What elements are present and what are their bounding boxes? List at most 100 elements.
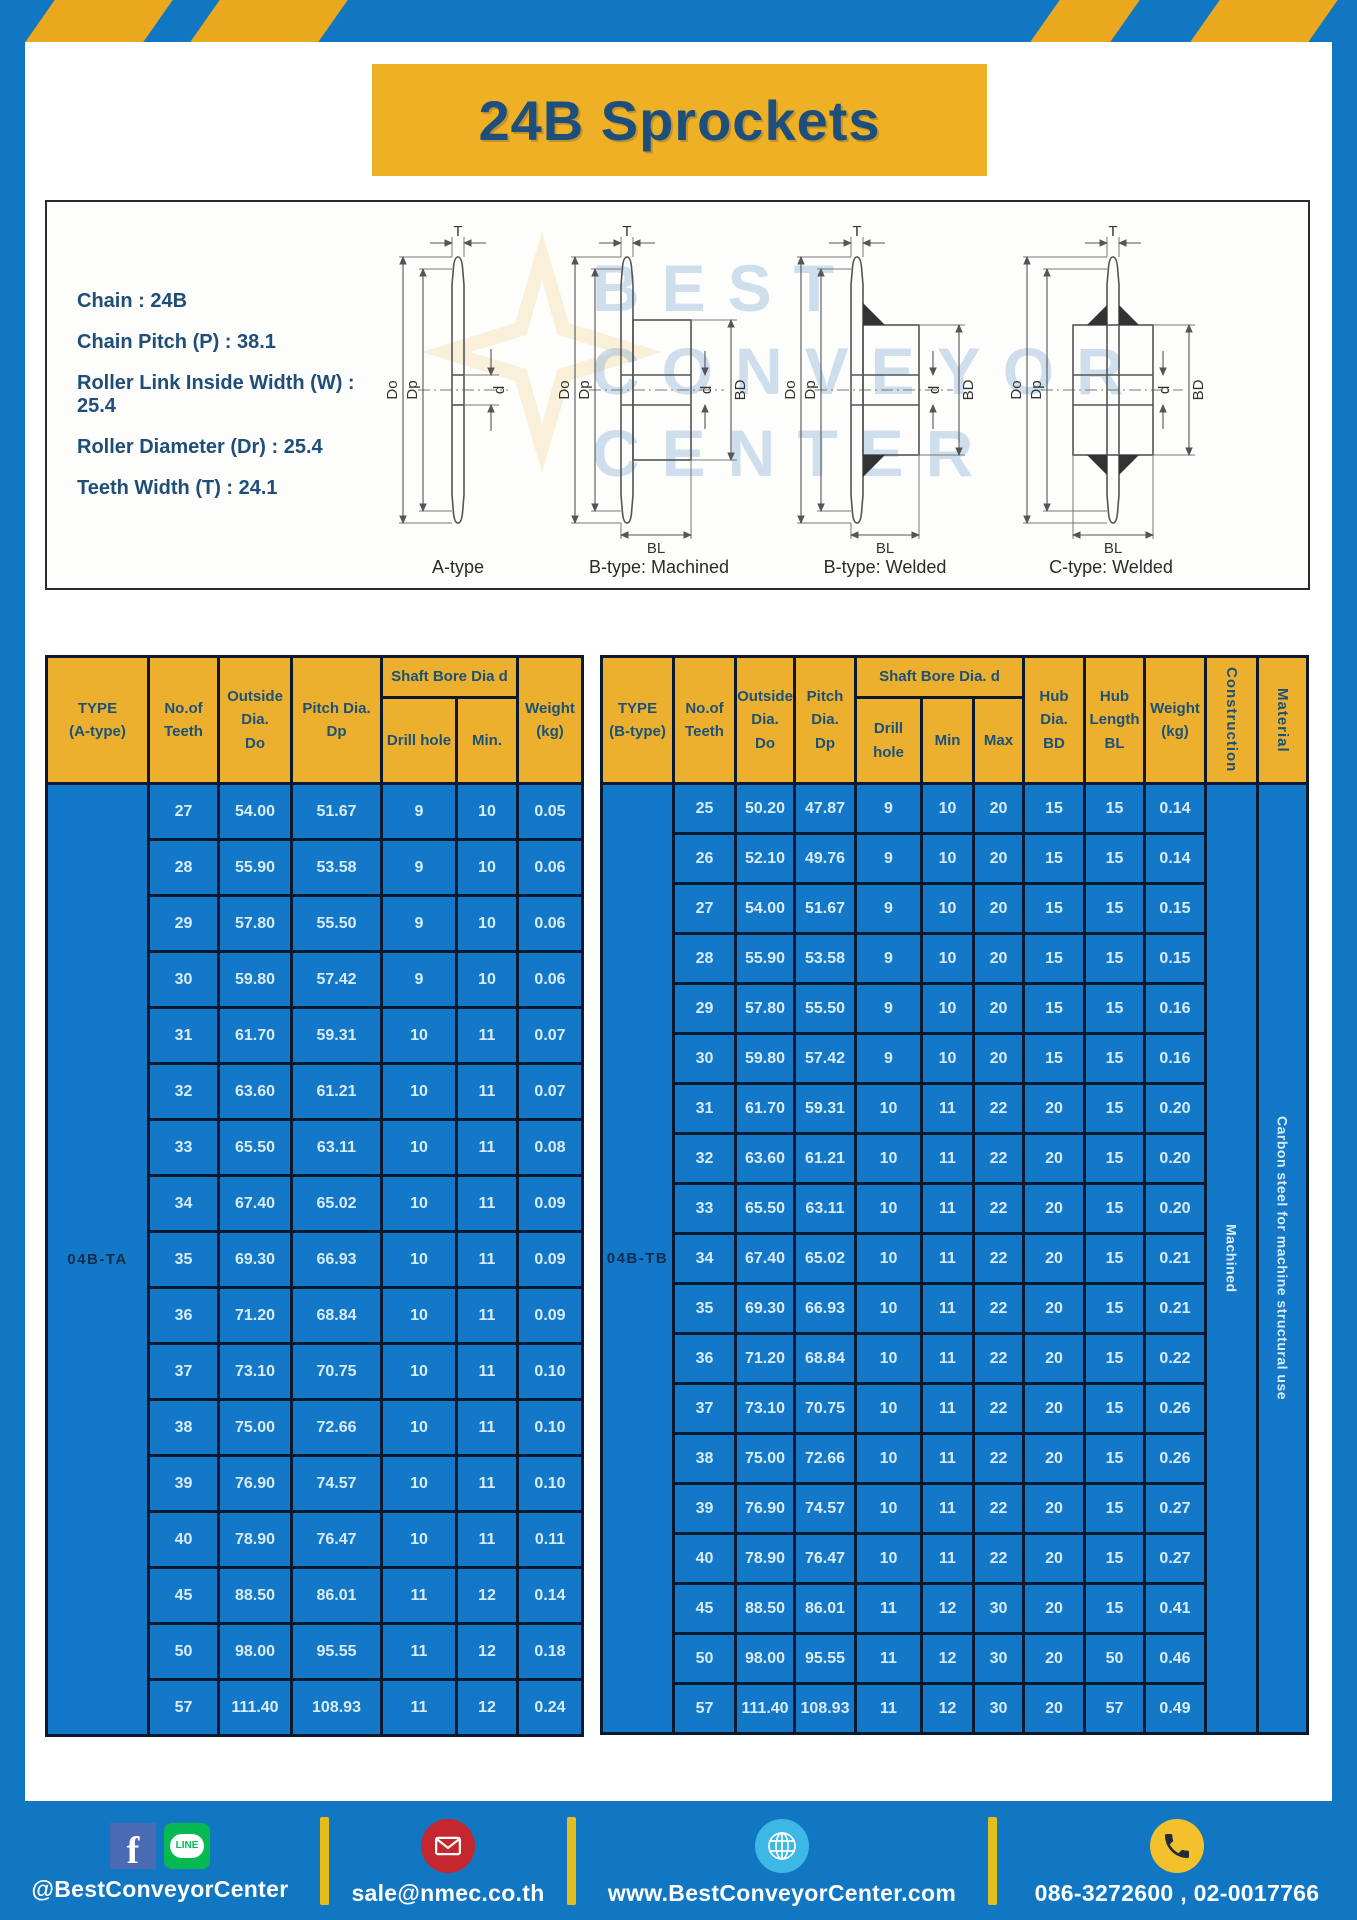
cell-drill-hole: 10 (383, 1457, 455, 1510)
construction-value: Machined (1207, 785, 1256, 1732)
cell-teeth: 27 (150, 785, 217, 838)
cell-hub-length: 15 (1086, 985, 1143, 1032)
cell-drill-hole: 9 (857, 885, 920, 932)
cell-weight: 0.16 (1146, 1035, 1204, 1082)
cell-pitch-dia: 76.47 (796, 1535, 854, 1582)
dim-label-d: d (1156, 386, 1173, 394)
cell-min: 11 (923, 1435, 972, 1482)
cell-outside-dia: 88.50 (737, 1585, 793, 1632)
cell-outside-dia: 57.80 (220, 897, 290, 950)
cell-teeth: 35 (675, 1285, 734, 1332)
cell-teeth: 27 (675, 885, 734, 932)
cell-max: 20 (975, 885, 1022, 932)
footer-website-section: www.BestConveyorCenter.com (576, 1801, 988, 1920)
cell-hub-dia: 20 (1025, 1135, 1083, 1182)
website-url: www.BestConveyorCenter.com (607, 1879, 957, 1906)
table-row: 31 61.70 59.31 10 11 22 20 15 0.20 (675, 1085, 1204, 1132)
table-row: 57 111.40 108.93 11 12 0.24 (150, 1681, 581, 1734)
cell-outside-dia: 73.10 (220, 1345, 290, 1398)
dim-label-bl: BL (876, 540, 894, 555)
c-type-welded-drawing: T Do Dp d BD BL (1011, 225, 1207, 555)
cell-pitch-dia: 65.02 (796, 1235, 854, 1282)
cell-pitch-dia: 55.50 (293, 897, 380, 950)
table-row: 34 67.40 65.02 10 11 22 20 15 0.21 (675, 1235, 1204, 1282)
cell-min: 11 (923, 1485, 972, 1532)
b-type-machined-drawing: T Do Dp d BD BL (559, 225, 749, 555)
cell-max: 22 (975, 1135, 1022, 1182)
header-cell-weight: Weight (kg) (519, 658, 581, 782)
cell-min: 10 (458, 897, 516, 950)
cell-teeth: 32 (675, 1135, 734, 1182)
cell-drill-hole: 11 (857, 1585, 920, 1632)
cell-pitch-dia: 70.75 (293, 1345, 380, 1398)
header-cell-pitch-dia: Pitch Dia. Dp (796, 658, 854, 782)
table-row: 35 69.30 66.93 10 11 22 20 15 0.21 (675, 1285, 1204, 1332)
cell-outside-dia: 111.40 (220, 1681, 290, 1734)
cell-drill-hole: 10 (383, 1009, 455, 1062)
cell-max: 22 (975, 1435, 1022, 1482)
cell-outside-dia: 69.30 (220, 1233, 290, 1286)
dim-label-d: d (926, 386, 943, 394)
cell-pitch-dia: 95.55 (293, 1625, 380, 1678)
table-row: 39 76.90 74.57 10 11 0.10 (150, 1457, 581, 1510)
cell-min: 10 (923, 1035, 972, 1082)
cell-teeth: 36 (675, 1335, 734, 1382)
cell-min: 11 (923, 1535, 972, 1582)
cell-weight: 0.16 (1146, 985, 1204, 1032)
cell-drill-hole: 10 (857, 1435, 920, 1482)
dim-label-bd: BD (732, 379, 749, 400)
dim-label-d: d (491, 386, 508, 394)
table-row: 34 67.40 65.02 10 11 0.09 (150, 1177, 581, 1230)
cell-max: 22 (975, 1335, 1022, 1382)
cell-teeth: 40 (150, 1513, 217, 1566)
table-b-body: 04B-TB 25 50.20 47.87 9 10 20 15 15 0.14… (603, 785, 1306, 1732)
dim-label-t: T (622, 225, 631, 240)
cell-teeth: 33 (150, 1121, 217, 1174)
dim-label-t: T (453, 225, 462, 240)
cell-weight: 0.20 (1146, 1185, 1204, 1232)
diagram-c-type-welded: T Do Dp d BD BL C-type: Welded (1011, 225, 1211, 578)
cell-hub-length: 50 (1086, 1635, 1143, 1682)
cell-weight: 0.26 (1146, 1385, 1204, 1432)
cell-max: 22 (975, 1385, 1022, 1432)
header-cell-drill-hole: Drill hole (383, 699, 455, 782)
cell-hub-length: 15 (1086, 1285, 1143, 1332)
cell-weight: 0.10 (519, 1345, 581, 1398)
cell-drill-hole: 11 (383, 1625, 455, 1678)
table-row: 38 75.00 72.66 10 11 0.10 (150, 1401, 581, 1454)
cell-weight: 0.21 (1146, 1235, 1204, 1282)
table-row: 32 63.60 61.21 10 11 0.07 (150, 1065, 581, 1118)
cell-min: 11 (458, 1513, 516, 1566)
cell-min: 10 (923, 885, 972, 932)
cell-weight: 0.21 (1146, 1285, 1204, 1332)
cell-min: 10 (458, 841, 516, 894)
cell-drill-hole: 10 (857, 1385, 920, 1432)
cell-outside-dia: 57.80 (737, 985, 793, 1032)
cell-drill-hole: 9 (383, 785, 455, 838)
cell-pitch-dia: 47.87 (796, 785, 854, 832)
cell-pitch-dia: 53.58 (293, 841, 380, 894)
cell-pitch-dia: 74.57 (293, 1457, 380, 1510)
diagram-panel: BEST CONVEYOR CENTER Chain : 24B Chain P… (45, 200, 1310, 590)
table-row: 57 111.40 108.93 11 12 30 20 57 0.49 (675, 1685, 1204, 1732)
cell-outside-dia: 98.00 (737, 1635, 793, 1682)
cell-teeth: 30 (150, 953, 217, 1006)
dim-label-do: Do (384, 380, 401, 399)
header-cell-material: Material (1259, 658, 1306, 782)
cell-min: 10 (923, 935, 972, 982)
cell-hub-dia: 15 (1025, 985, 1083, 1032)
cell-min: 11 (923, 1385, 972, 1432)
table-row: 36 71.20 68.84 10 11 0.09 (150, 1289, 581, 1342)
cell-drill-hole: 9 (383, 841, 455, 894)
cell-hub-length: 15 (1086, 885, 1143, 932)
header-cell-max: Max (975, 699, 1022, 782)
header-cell-outside-dia: Outside Dia. Do (737, 658, 793, 782)
cell-outside-dia: 71.20 (220, 1289, 290, 1342)
cell-weight: 0.07 (519, 1065, 581, 1118)
cell-pitch-dia: 63.11 (796, 1185, 854, 1232)
cell-outside-dia: 75.00 (220, 1401, 290, 1454)
table-row: 35 69.30 66.93 10 11 0.09 (150, 1233, 581, 1286)
cell-pitch-dia: 95.55 (796, 1635, 854, 1682)
footer-divider (320, 1816, 329, 1905)
cell-outside-dia: 69.30 (737, 1285, 793, 1332)
